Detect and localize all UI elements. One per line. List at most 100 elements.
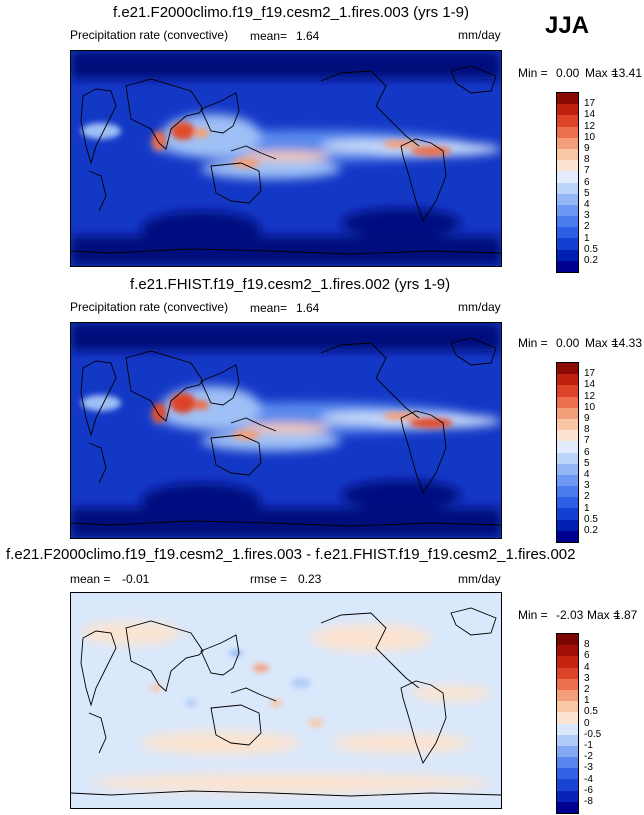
panel2-colorbar-swatch [557,474,578,487]
panel3-map [70,592,502,809]
panel3-colorbar-swatch [557,801,578,813]
panel1-mean-value: 1.64 [296,29,320,43]
panel3-colorbar-swatch [557,678,578,690]
panel2-colorbar-swatch [557,463,578,475]
panel1-colorbar-swatch [557,93,578,105]
panel3-min-value: -2.03 [556,608,584,622]
panel1-colorbar-tick-label: 10 [584,131,596,143]
panel2-colorbar-swatch [557,508,578,520]
panel3-colorbar-tick-label: 2 [584,684,590,695]
panel1-colorbar-tick-label: 9 [584,143,590,154]
panel3-colorbar-swatch [557,757,578,769]
panel2-colorbar-tick-label: 12 [584,390,596,402]
panel1-colorbar-swatch [557,126,578,138]
panel1-colorbar-swatch [557,238,578,250]
panel2-colorbar-tick-label: 0.5 [584,513,598,525]
panel2-colorbar-tick-label: 0.2 [584,525,598,536]
panel1-title: f.e21.F2000climo.f19_f19.cesm2_1.fires.0… [113,4,470,21]
panel3-colorbar-tick-label: -0.5 [584,728,602,740]
panel3-colorbar-swatch [557,689,578,702]
panel3-units: mm/day [458,572,501,586]
panel1-colorbar-swatch [557,148,578,161]
panel2-colorbar-tick-label: 9 [584,413,590,424]
season-label: JJA [545,12,590,39]
panel2-variable: Precipitation rate (convective) [70,300,229,314]
panel1-map-svg [71,51,501,266]
panel3-colorbar-swatches [556,633,579,814]
panel2-colorbar-tick-label: 3 [584,480,590,492]
panel1-colorbar-tick-label: 5 [584,187,590,199]
panel3-colorbar-tick-label: 1 [584,695,590,707]
panel3-colorbar-tick-label: 0 [584,717,590,729]
panel1-colorbar-tick-label: 6 [584,176,590,188]
panel2-colorbar-swatch [557,407,578,419]
panel2-colorbar-swatches [556,362,579,543]
panel1-min-value: 0.00 [556,66,580,80]
panel2-colorbar-swatch [557,441,578,453]
panel3-colorbar-tick-label: -4 [584,773,593,785]
panel1-colorbar-swatch [557,182,578,194]
panel2-mean-label: mean= [250,301,288,315]
panel3-colorbar-swatch [557,779,578,791]
panel1-colorbar-swatch [557,249,578,261]
panel1-colorbar-tick-label: 1 [584,232,590,244]
panel1-max-label: Max = [585,66,619,80]
panel1-colorbar-tick-label: 7 [584,165,590,177]
panel2-colorbar-swatch [557,430,578,442]
panel1-colorbar-swatch [557,137,578,149]
panel1-colorbar-swatch [557,193,578,205]
panel3-colorbar-tick-label: 0.5 [584,706,598,718]
panel2-units: mm/day [458,300,501,314]
panel3-colorbar-swatch [557,667,578,679]
panel2-colorbar-tick-label: 17 [584,368,596,380]
panel2-colorbar-tick-label: 10 [584,401,596,413]
panel2-colorbar-tick-label: 5 [584,457,590,469]
panel2-colorbar-tick-label: 4 [584,469,590,480]
panel1-colorbar-tick-label: 17 [584,98,596,110]
panel2-min-label: Min = [518,336,548,350]
panel1-colorbar-tick-label: 4 [584,199,590,210]
panel2-max-label: Max = [585,336,619,350]
panel2-colorbar-tick-label: 1 [584,502,590,514]
panel2-colorbar-tick-label: 2 [584,491,590,503]
panel3-colorbar-swatch [557,634,578,646]
panel3-colorbar-tick-label: -1 [584,740,593,751]
panel3-colorbar-tick-label: 8 [584,639,590,651]
panel1-colorbar-swatch [557,260,578,272]
panel2-colorbar-swatch [557,519,578,531]
panel3-colorbar-swatch [557,734,578,746]
panel2-mean-value: 1.64 [296,301,320,315]
panel1-colorbar-swatch [557,216,578,228]
panel3-colorbar-tick-label: -6 [584,784,593,796]
panel3-colorbar-swatch [557,790,578,802]
panel1-colorbar-swatch [557,227,578,239]
panel3-title: f.e21.F2000climo.f19_f19.cesm2_1.fires.0… [6,546,576,563]
panel1-colorbar-tick-label: 3 [584,210,590,222]
panel1-colorbar-swatch [557,204,578,217]
panel2-colorbar-swatch [557,363,578,375]
panel3-colorbar-swatch [557,645,578,657]
panel1-colorbar-swatch [557,160,578,172]
panel2-colorbar-swatch [557,452,578,464]
panel2-colorbar-tick-label: 7 [584,435,590,447]
panel1-colorbar-swatch [557,115,578,127]
panel2-colorbar-tick-label: 8 [584,424,590,436]
panel2-title: f.e21.FHIST.f19_f19.cesm2_1.fires.002 (y… [130,276,451,293]
panel1-colorbar-tick-label: 0.5 [584,243,598,255]
panel3-colorbar-swatch [557,745,578,758]
panel1-colorbar-tick-label: 2 [584,221,590,233]
panel2-colorbar-swatch [557,385,578,397]
panel3-colorbar-tick-label: 3 [584,672,590,684]
panel1-mean-label: mean= [250,29,288,43]
panel2-colorbar-swatch [557,497,578,509]
panel1-colorbar-tick-label: 8 [584,154,590,166]
panel3-rmse-value: 0.23 [298,572,322,586]
panel3-rmse-label: rmse = [250,572,288,586]
panel1-colorbar-swatch [557,171,578,183]
panel3-colorbar-tick-label: -8 [584,796,593,807]
panel2-map [70,322,502,539]
panel2-colorbar-tick-label: 14 [584,379,596,391]
panel2-max-value: 14.33 [612,336,643,350]
panel3-mean-label: mean = [70,572,111,586]
panel2-colorbar-tick-label: 6 [584,446,590,458]
